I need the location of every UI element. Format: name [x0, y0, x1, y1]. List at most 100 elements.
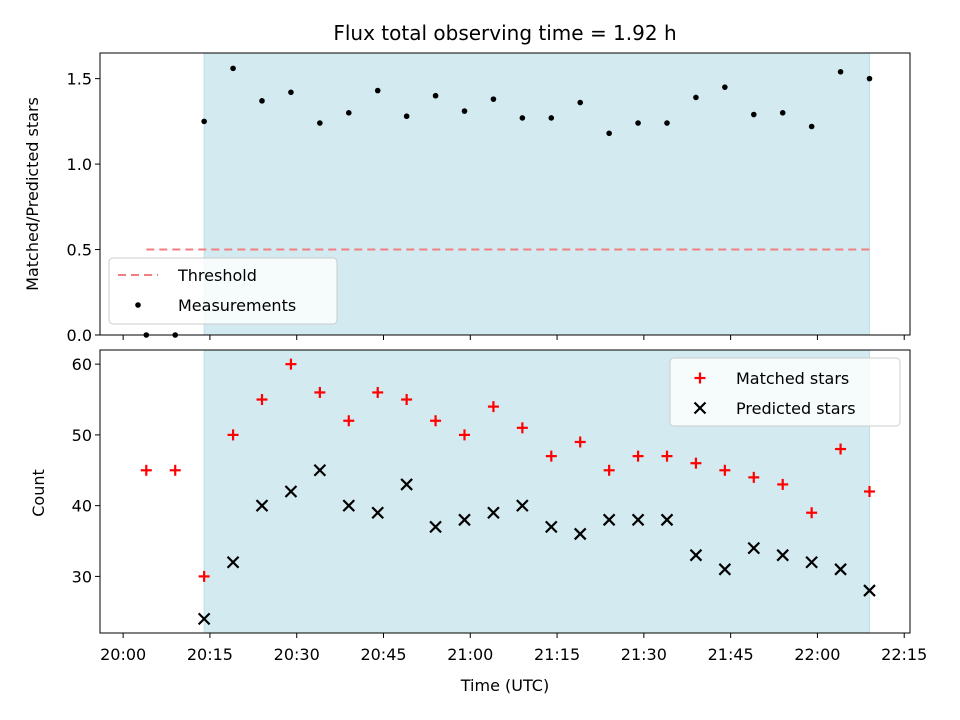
measurement-point [693, 94, 699, 101]
matched-star-point [256, 394, 268, 406]
x-tick-label: 21:00 [447, 645, 493, 664]
predicted-star-point-stroke-b [660, 513, 674, 527]
measurement-point [490, 96, 497, 102]
predicted-star-point [660, 513, 674, 527]
matched-star-point [343, 415, 355, 427]
x-tick-label: 20:15 [187, 645, 233, 664]
matched-star-point [864, 486, 875, 497]
measurement-point [317, 120, 323, 126]
bottom-y-tick-label: 40 [72, 497, 92, 516]
predicted-star-point-stroke-b [834, 563, 847, 576]
predicted-star-point [458, 513, 471, 527]
top-legend: Threshold Measurements [108, 257, 338, 325]
matched-star-point [487, 401, 499, 413]
matched-star-point [430, 415, 442, 427]
predicted-star-point-stroke-b [371, 506, 384, 520]
predicted-star-point [805, 555, 818, 569]
predicted-star-point-stroke-b [226, 555, 240, 569]
bottom-legend: Matched stars Predicted stars [669, 357, 901, 427]
predicted-star-point [602, 513, 616, 527]
predicted-star-point [863, 584, 876, 597]
predicted-star-point [834, 563, 847, 576]
measurement-point [230, 65, 236, 72]
measurement-point [548, 115, 555, 121]
measurement-point [635, 120, 641, 126]
x-tick-label: 20:30 [274, 645, 320, 664]
legend-measurements-swatch [135, 302, 141, 308]
matched-star-point [285, 358, 297, 370]
predicted-star-point-stroke-b [776, 548, 789, 562]
x-tick-label: 21:45 [708, 645, 754, 664]
x-tick-label: 22:00 [794, 645, 840, 664]
measurement-point [664, 120, 670, 126]
predicted-star-point [747, 541, 761, 555]
measurement-point [866, 75, 873, 82]
matched-star-point [198, 570, 210, 582]
matched-star-point [574, 436, 586, 448]
predicted-star-point [284, 485, 298, 498]
predicted-star-point-stroke-b [602, 513, 616, 527]
matched-star-point [459, 429, 470, 441]
top-legend-box [108, 257, 338, 325]
legend-predicted-swatch-stroke-b [693, 401, 707, 415]
matched-star-point [401, 394, 413, 406]
predicted-star-point [342, 499, 356, 512]
predicted-star-point-stroke-b [313, 463, 327, 477]
measurement-point [519, 115, 526, 121]
matched-star-point [545, 450, 557, 462]
measurement-point [750, 111, 757, 118]
bottom-y-axis-label: Count [29, 469, 48, 517]
predicted-star-point [631, 513, 645, 527]
predicted-star-point [371, 506, 384, 520]
top-y-axis-label: Matched/Predicted stars [23, 97, 42, 291]
measurement-point [288, 89, 294, 96]
matched-star-point [748, 471, 760, 483]
bottom-y-tick-label: 50 [72, 426, 92, 445]
predicted-star-point-stroke-b [197, 612, 211, 626]
top-y-tick-label: 1.5 [67, 70, 92, 89]
predicted-star-point-stroke-b [545, 520, 558, 534]
matched-star-point [372, 386, 384, 398]
top-y-tick-label: 0.0 [67, 326, 92, 345]
legend-predicted-label: Predicted stars [736, 399, 856, 418]
x-tick-label: 21:15 [534, 645, 580, 664]
predicted-star-point-stroke-b [342, 499, 356, 512]
legend-threshold-label: Threshold [177, 266, 257, 285]
chart-title: Flux total observing time = 1.92 h [333, 21, 676, 45]
measurement-point [403, 113, 410, 120]
predicted-star-point-stroke-b [805, 555, 818, 569]
predicted-star-point [313, 463, 327, 477]
predicted-star-point [718, 563, 732, 576]
matched-star-point [690, 457, 702, 469]
matched-star-point [140, 464, 152, 476]
measurement-point [201, 118, 207, 125]
x-tick-label: 21:30 [621, 645, 667, 664]
predicted-star-point-stroke-b [747, 541, 761, 555]
predicted-star-point-stroke-b [255, 499, 269, 512]
matched-star-point [777, 478, 789, 490]
measurement-point [461, 108, 468, 114]
legend-measurements-label: Measurements [178, 296, 296, 315]
predicted-star-point-stroke-b [400, 478, 413, 491]
legend-matched-swatch [694, 372, 706, 384]
predicted-star-point-stroke-b [573, 527, 587, 541]
matched-star-point [227, 429, 239, 441]
matched-star-point [516, 422, 528, 434]
predicted-star-point [776, 548, 789, 562]
measurement-point [259, 98, 265, 104]
matched-star-point [835, 443, 847, 455]
bottom-y-tick-label: 60 [72, 355, 92, 374]
matched-star-point [169, 464, 181, 476]
predicted-star-point [197, 612, 211, 626]
measurement-point [345, 110, 352, 116]
predicted-star-point [516, 499, 529, 512]
legend-matched-label: Matched stars [736, 369, 849, 388]
matched-star-point [632, 450, 644, 462]
matched-star-point [719, 464, 731, 476]
matched-star-point [314, 386, 326, 398]
predicted-star-point [689, 548, 703, 562]
measurement-point [606, 130, 612, 137]
measurement-point [837, 69, 844, 75]
bottom-axes-frame [99, 349, 911, 634]
